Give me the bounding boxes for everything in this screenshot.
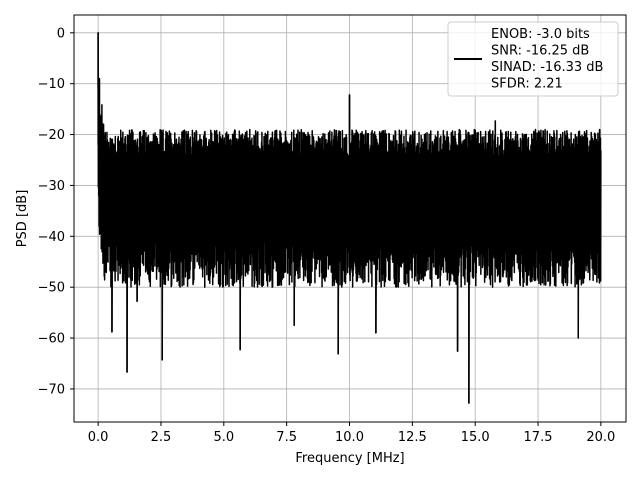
y-tick-label: −60 xyxy=(38,332,65,347)
y-axis: 0 −10 −20 −30 −40 −50 −60 −70 xyxy=(38,26,74,397)
x-tick-label: 12.5 xyxy=(398,430,427,445)
y-tick-label: −40 xyxy=(38,230,65,245)
y-axis-label: PSD [dB] xyxy=(15,190,30,248)
x-axis-label: Frequency [MHz] xyxy=(295,451,404,466)
x-tick-label: 20.0 xyxy=(586,430,615,445)
legend-entry-snr: SNR: -16.25 dB xyxy=(491,44,589,59)
legend-entry-sfdr: SFDR: 2.21 xyxy=(491,77,563,92)
y-tick-label: 0 xyxy=(57,26,65,41)
legend-entry-enob: ENOB: -3.0 bits xyxy=(491,27,590,42)
x-tick-label: 15.0 xyxy=(461,430,490,445)
y-tick-label: −20 xyxy=(38,128,65,143)
legend-box xyxy=(447,21,619,97)
series-group xyxy=(97,32,602,404)
psd-series-line xyxy=(97,32,602,404)
plot-frame xyxy=(73,14,627,423)
x-tick-label: 17.5 xyxy=(524,430,553,445)
y-tick-label: −50 xyxy=(38,281,65,296)
x-tick-label: 5.0 xyxy=(213,430,234,445)
x-tick-label: 10.0 xyxy=(335,430,364,445)
x-tick-label: 0.0 xyxy=(88,430,109,445)
y-tick-label: −30 xyxy=(38,179,65,194)
legend: ENOB: -3.0 bits SNR: -16.25 dB SINAD: -1… xyxy=(447,21,619,97)
x-axis: 0.0 2.5 5.0 7.5 10.0 12.5 15.0 17.5 20.0 xyxy=(88,422,615,445)
x-tick-label: 2.5 xyxy=(151,430,172,445)
y-tick-label: −70 xyxy=(38,382,65,397)
y-tick-label: −10 xyxy=(38,77,65,92)
x-tick-label: 7.5 xyxy=(276,430,297,445)
legend-entry-sinad: SINAD: -16.33 dB xyxy=(491,60,603,75)
